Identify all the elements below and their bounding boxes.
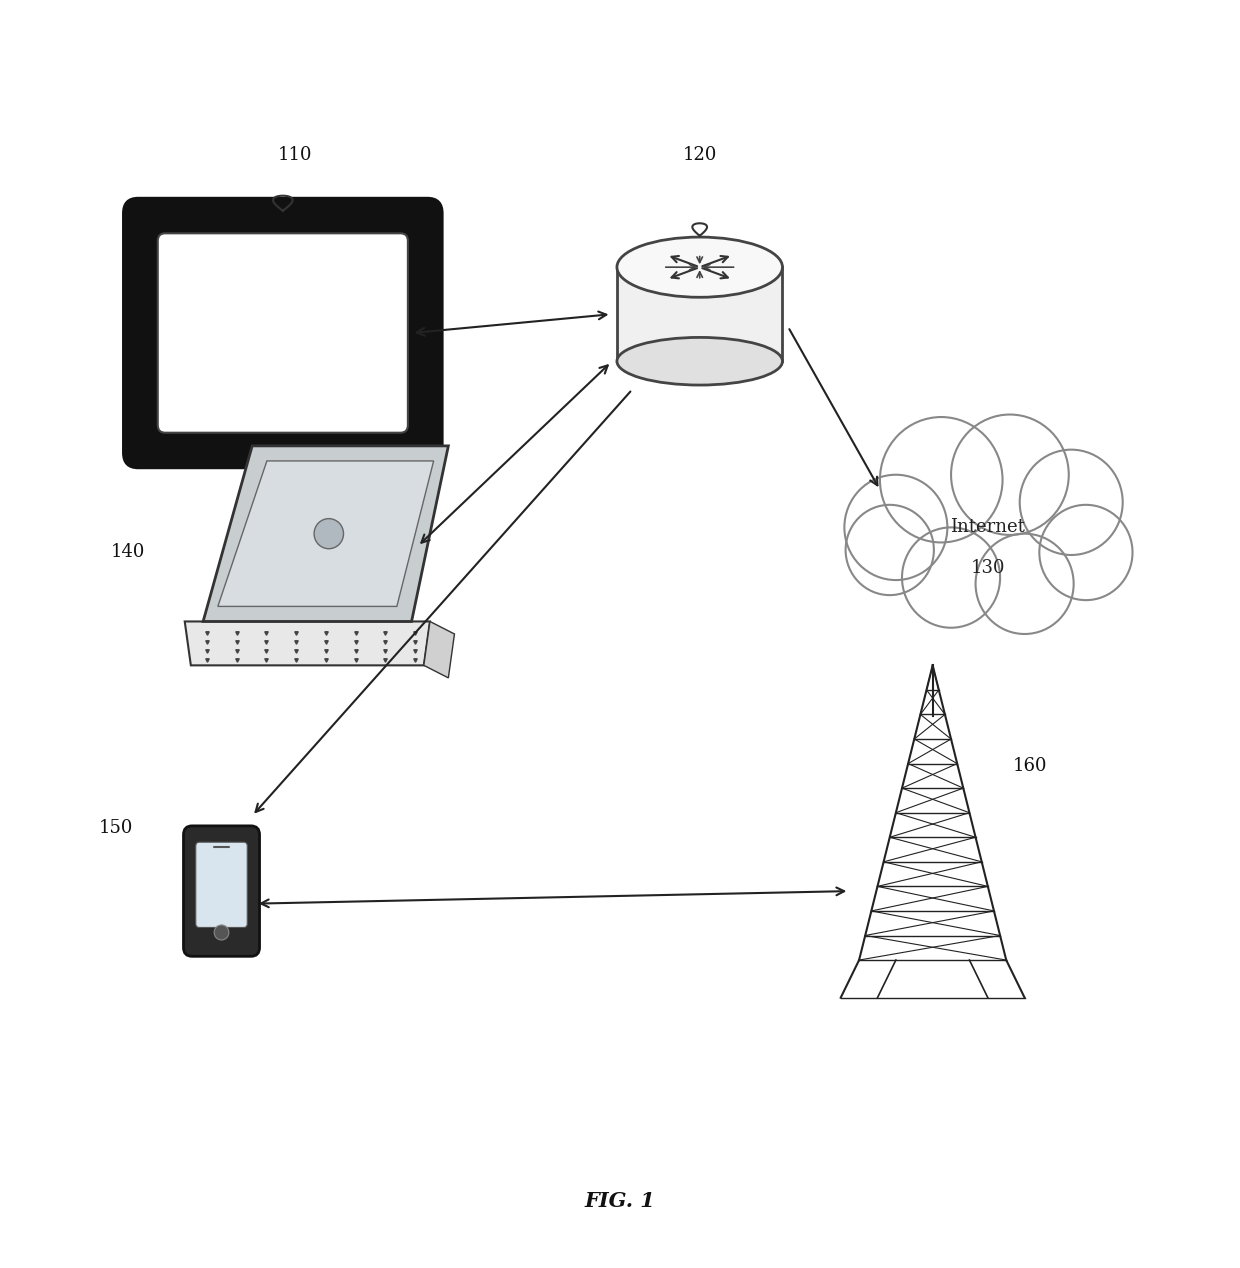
Circle shape <box>951 415 1069 535</box>
Circle shape <box>880 417 1003 543</box>
Circle shape <box>846 505 934 595</box>
FancyBboxPatch shape <box>184 825 259 956</box>
Text: 150: 150 <box>99 819 133 837</box>
Text: 130: 130 <box>971 558 1006 577</box>
Polygon shape <box>185 621 430 666</box>
FancyBboxPatch shape <box>157 233 408 432</box>
FancyBboxPatch shape <box>196 842 247 927</box>
Circle shape <box>1019 450 1122 555</box>
Text: 110: 110 <box>278 146 312 164</box>
Text: 160: 160 <box>1012 757 1047 775</box>
FancyBboxPatch shape <box>124 198 443 468</box>
Text: FIG. 1: FIG. 1 <box>584 1191 656 1211</box>
Circle shape <box>844 474 947 579</box>
Ellipse shape <box>618 337 782 385</box>
Bar <box>618 268 782 361</box>
Circle shape <box>1039 505 1132 600</box>
Circle shape <box>976 534 1074 634</box>
Polygon shape <box>218 462 434 606</box>
Text: 140: 140 <box>112 544 145 562</box>
Ellipse shape <box>618 237 782 297</box>
Circle shape <box>215 924 229 940</box>
Text: Internet: Internet <box>950 519 1025 536</box>
Circle shape <box>901 527 1001 628</box>
Circle shape <box>314 519 343 549</box>
Polygon shape <box>203 446 449 621</box>
Text: 120: 120 <box>682 146 717 164</box>
Polygon shape <box>424 621 455 678</box>
